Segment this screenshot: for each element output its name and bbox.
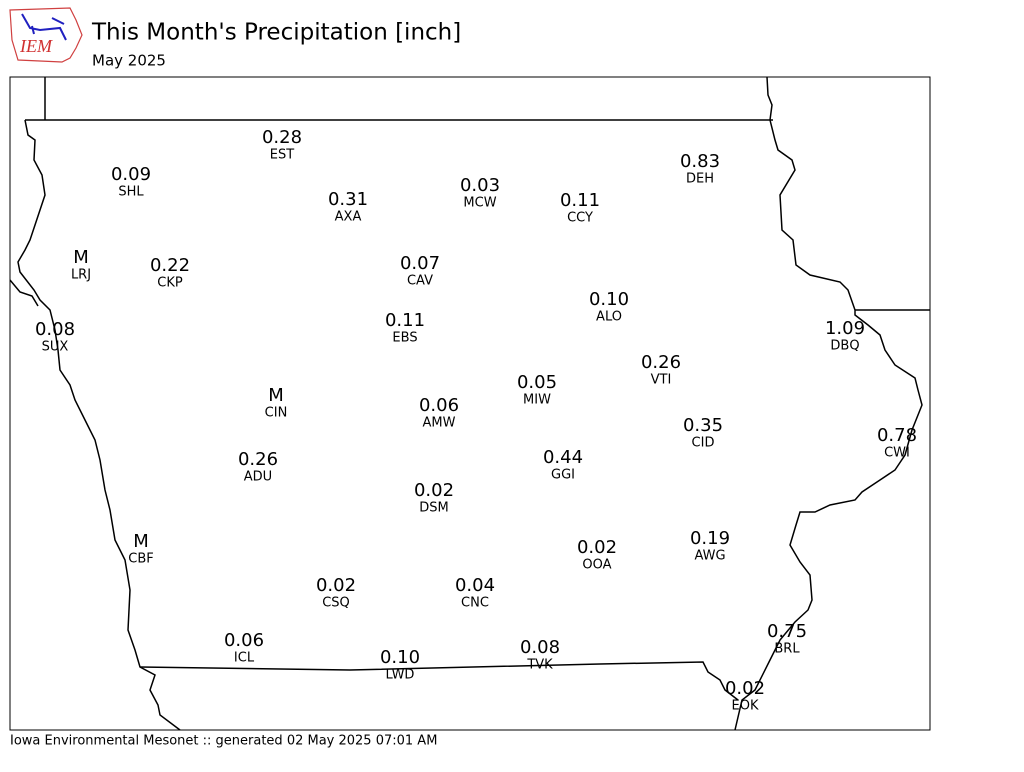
station-id: CNC	[461, 596, 489, 611]
borders	[9, 76, 930, 731]
station-id: ADU	[244, 470, 272, 485]
station-value: 0.07	[400, 253, 440, 274]
station-id: OOA	[582, 558, 611, 573]
station-value: 0.78	[877, 425, 917, 446]
station-id: CCY	[567, 211, 593, 226]
logo-text: IEM	[19, 36, 53, 56]
station-value: 0.03	[460, 175, 500, 196]
station-value: 0.08	[35, 319, 75, 340]
station-id: MIW	[523, 393, 551, 408]
station-value: 0.06	[419, 395, 459, 416]
station-id: CWI	[884, 446, 910, 461]
station-id: MCW	[463, 196, 496, 211]
station-id: GGI	[551, 468, 575, 483]
station-id: CSQ	[322, 596, 350, 611]
station-value: 0.04	[455, 575, 495, 596]
station-value: 0.75	[767, 621, 807, 642]
station-value: 0.09	[111, 164, 151, 185]
station-id: ALO	[596, 310, 622, 325]
station-value: 0.28	[262, 127, 302, 148]
station-id: CAV	[407, 274, 433, 289]
station-id: CKP	[157, 276, 183, 291]
station-id: CIN	[265, 406, 288, 421]
station-value: 0.10	[589, 289, 629, 310]
station-id: AWG	[694, 549, 725, 564]
station-id: DEH	[686, 172, 714, 187]
station-id: AXA	[335, 210, 362, 225]
station-id: ICL	[234, 651, 255, 666]
station-value: 0.44	[543, 447, 583, 468]
station-value: 0.10	[380, 647, 420, 668]
station-value: M	[268, 385, 284, 406]
station-id: LWD	[386, 668, 415, 683]
logo: IEM	[9, 7, 83, 63]
station-id: LRJ	[71, 268, 91, 283]
station-value: 0.02	[725, 678, 765, 699]
station-value: 0.26	[238, 449, 278, 470]
map-frame	[9, 76, 931, 731]
station-value: 1.09	[825, 318, 865, 339]
station-value: 0.11	[560, 190, 600, 211]
station-id: AMW	[423, 416, 456, 431]
station-value: 0.06	[224, 630, 264, 651]
station-id: BRL	[774, 642, 800, 657]
station-value: 0.22	[150, 255, 190, 276]
station-value: M	[133, 531, 149, 552]
station-value: 0.08	[520, 637, 560, 658]
station-id: SHL	[118, 185, 144, 200]
station-value: 0.02	[577, 537, 617, 558]
station-id: DBQ	[830, 339, 859, 354]
station-value: 0.19	[690, 528, 730, 549]
station-id: EST	[270, 148, 294, 163]
station-id: EBS	[392, 331, 417, 346]
station-value: M	[73, 247, 89, 268]
station-id: VTI	[651, 373, 672, 388]
title: This Month's Precipitation [inch]	[91, 20, 461, 46]
station-value: 0.26	[641, 352, 681, 373]
station-value: 0.83	[680, 151, 720, 172]
station-value: 0.05	[517, 372, 557, 393]
station-id: SUX	[42, 340, 69, 355]
station-value: 0.31	[328, 189, 368, 210]
footer: Iowa Environmental Mesonet :: generated …	[10, 734, 437, 749]
station-id: EOK	[732, 699, 759, 714]
station-value: 0.02	[414, 480, 454, 501]
station-value: 0.02	[316, 575, 356, 596]
station-id: DSM	[419, 501, 448, 516]
station-id: CID	[692, 436, 715, 451]
station-value: 0.11	[385, 310, 425, 331]
subtitle: May 2025	[92, 52, 166, 70]
station-id: CBF	[128, 552, 153, 567]
station-id: TVK	[526, 658, 553, 673]
station-value: 0.35	[683, 415, 723, 436]
